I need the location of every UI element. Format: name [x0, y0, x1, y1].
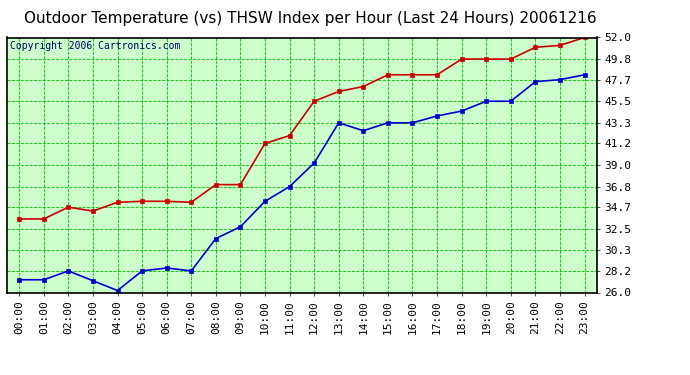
Text: Outdoor Temperature (vs) THSW Index per Hour (Last 24 Hours) 20061216: Outdoor Temperature (vs) THSW Index per …: [24, 11, 597, 26]
Text: Copyright 2006 Cartronics.com: Copyright 2006 Cartronics.com: [10, 41, 180, 51]
